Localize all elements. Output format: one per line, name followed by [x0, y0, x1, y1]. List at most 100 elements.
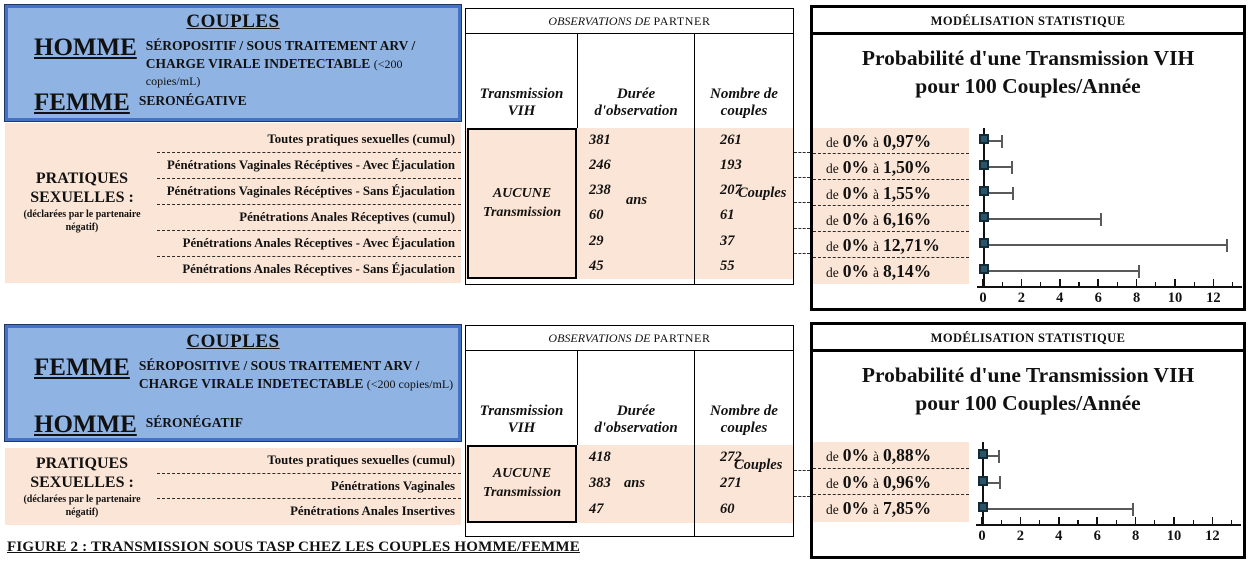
row-connector-dash: [794, 202, 810, 203]
axis-tick-minor: [1154, 520, 1156, 524]
error-bar: [986, 270, 1140, 272]
axis-tick-minor: [1232, 282, 1234, 286]
couples-value: 60: [720, 501, 735, 517]
partner-row-femme: FEMME SÉROPOSITIVE / SOUS TRAITEMENT ARV…: [34, 354, 454, 392]
col-header-couples: Nombre de couples: [695, 351, 793, 445]
practice-row: Pénétrations Vaginales: [157, 474, 461, 500]
axis-tick-label: 10: [1167, 290, 1183, 306]
error-bar-cap: [997, 449, 1000, 463]
prob-max: 0,88%: [883, 445, 932, 465]
axis-tick-minor: [1192, 520, 1194, 524]
partner-status-main: SÉROPOSITIVE / SOUS TRAITEMENT ARV / CHA…: [138, 358, 420, 391]
error-bar-cap: [1010, 160, 1013, 174]
axis-tick-minor: [1115, 520, 1117, 524]
axis-tick-major: [1059, 279, 1061, 286]
prob-zero: 0%: [842, 235, 869, 255]
observations-data: AUCUNE Transmission 418 383 47 ans 272 2…: [466, 445, 793, 536]
couples-value: 261: [720, 132, 742, 148]
prob-de: de: [826, 239, 839, 254]
axis-tick-label: 12: [1205, 528, 1220, 544]
study-name: PARTNER: [653, 331, 711, 345]
prob-a: à: [873, 265, 879, 280]
couples-value: 61: [720, 207, 735, 224]
axis-tick-minor: [1001, 282, 1003, 286]
axis-tick-label: 4: [1056, 290, 1064, 306]
axis-tick-minor: [1040, 282, 1042, 286]
error-bar-cap: [1100, 212, 1103, 226]
probability-row: de 0% à 12,71%: [813, 232, 969, 258]
prob-de: de: [826, 449, 839, 464]
partner-name: FEMME: [34, 89, 130, 116]
prob-de: de: [826, 502, 839, 518]
duration-column: 381 246 238 60 29 45: [580, 128, 694, 279]
duration-value: 418: [589, 449, 611, 465]
modelisation-header: MODÉLISATION STATISTIQUE: [813, 8, 1243, 35]
error-bar-cap: [999, 476, 1002, 490]
axis-tick-minor: [1039, 520, 1041, 524]
observations-header-italic: OBSERVATIONS DE: [548, 331, 651, 345]
axis-tick-major: [1097, 279, 1099, 286]
row-connector-dash: [794, 228, 810, 229]
error-bar-cap: [1131, 502, 1134, 516]
error-bar-cap: [1138, 264, 1141, 278]
observations-column-headers: Transmission VIH Durée d'observation Nom…: [466, 351, 793, 445]
no-transmission-line1: AUCUNE: [492, 466, 552, 482]
probability-row: de 0% à 8,14%: [813, 258, 969, 284]
point-estimate-marker: [979, 134, 989, 144]
error-bar-cap: [1000, 134, 1003, 148]
axis-tick-major: [1020, 279, 1023, 286]
observations-column-headers: Transmission VIH Durée d'observation Nom…: [466, 34, 793, 128]
duration-value: 47: [589, 501, 604, 517]
couples-title: COUPLES: [186, 331, 280, 352]
couples-column: 272 271 60: [696, 445, 793, 523]
practice-row: Pénétrations Anales Réceptives (cumul): [157, 205, 461, 231]
row-connector-dash: [794, 152, 810, 153]
ci-chart-top: 0 2 4 6 8 10 12: [971, 128, 1243, 308]
prob-zero: 0%: [842, 209, 869, 229]
axis-tick-label: 6: [1094, 290, 1102, 306]
chart-title-line2: pour 100 Couples/Année: [915, 391, 1141, 416]
error-bar: [985, 455, 999, 457]
prob-a: à: [873, 502, 879, 518]
no-transmission-line2: Transmission: [482, 204, 562, 220]
col-header-transmission: Transmission VIH: [466, 351, 578, 445]
couples-value: 207: [720, 182, 742, 199]
point-estimate-marker: [979, 160, 989, 170]
probability-row: de 0% à 6,16%: [813, 206, 969, 232]
row-connector-dash: [794, 253, 810, 254]
axis-tick-label: 2: [1017, 290, 1026, 306]
couples-box-top: COUPLES HOMME SÉROPOSITIF / SOUS TRAITEM…: [4, 4, 462, 122]
prob-zero: 0%: [842, 471, 869, 492]
practices-rows: Toutes pratiques sexuelles (cumul) Pénét…: [157, 127, 461, 283]
col-header-couples-text: Nombre de couples: [710, 85, 778, 120]
axis-tick-minor: [1077, 520, 1079, 524]
couples-value: 272: [720, 449, 742, 465]
error-bar: [986, 192, 1013, 194]
prob-max: 0,97%: [883, 131, 932, 151]
couples-unit: Couples: [734, 457, 783, 473]
axis-tick-major: [1019, 517, 1022, 524]
prob-de: de: [826, 135, 839, 150]
axis-tick-minor: [1231, 520, 1233, 524]
axis-tick-major: [1096, 517, 1098, 524]
couples-value: 55: [720, 257, 735, 274]
point-estimate-marker: [978, 475, 988, 486]
prob-zero: 0%: [842, 157, 869, 177]
chart-zero-axis: [983, 128, 985, 286]
no-transmission-line1: AUCUNE: [492, 185, 552, 201]
point-estimate-marker: [978, 449, 988, 459]
ci-chart-bottom: 0 2 4 6 8 10 12: [970, 442, 1243, 552]
chart-x-axis: [977, 286, 1243, 288]
no-transmission-cell: AUCUNE Transmission: [467, 128, 577, 279]
observations-data: AUCUNE Transmission 381 246 238 60 29 45…: [466, 128, 793, 284]
prob-max: 1,50%: [883, 157, 932, 177]
figure-caption: FIGURE 2 : TRANSMISSION SOUS TASP CHEZ L…: [7, 539, 580, 555]
prob-de: de: [826, 213, 839, 228]
no-transmission-cell: AUCUNE Transmission: [467, 445, 577, 523]
col-header-transmission: Transmission VIH: [466, 34, 578, 128]
duration-unit: ans: [626, 192, 647, 208]
error-bar: [986, 244, 1228, 246]
point-estimate-marker: [978, 502, 988, 513]
row-connector-dash: [794, 470, 810, 471]
probability-row: de 0% à 0,88%: [813, 442, 969, 469]
